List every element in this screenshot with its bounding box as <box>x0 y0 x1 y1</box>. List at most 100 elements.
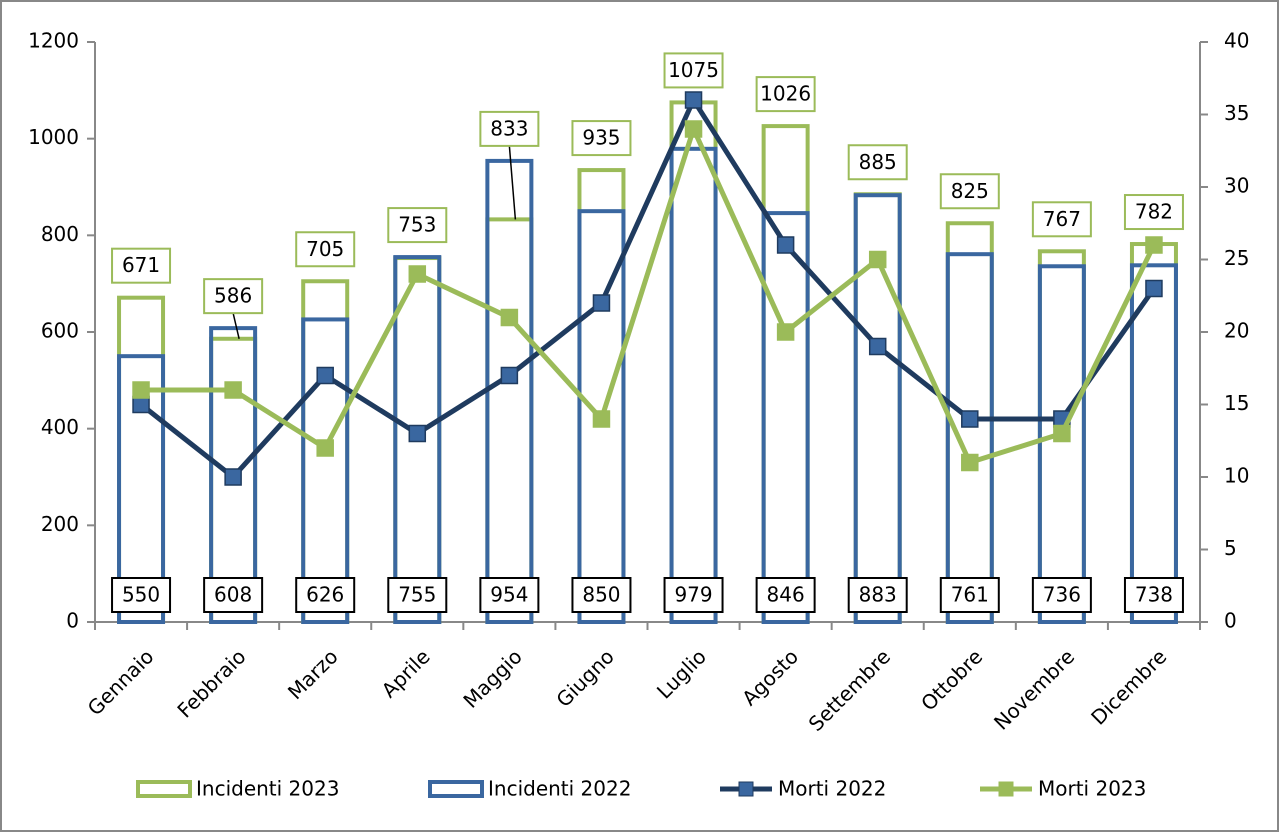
data-label-box <box>387 577 448 613</box>
marker <box>684 91 703 109</box>
data-label-box <box>939 173 1000 210</box>
y-tick-label: 800 <box>41 222 79 246</box>
y2-tick-label: 20 <box>1224 319 1249 343</box>
y-tick-label: 400 <box>41 415 79 439</box>
data-label-box <box>1031 201 1092 238</box>
data-label: 954 <box>490 583 528 607</box>
data-label: 935 <box>582 126 620 150</box>
data-label: 885 <box>859 150 897 174</box>
y2-tick-label: 5 <box>1224 536 1237 560</box>
bar <box>1129 263 1178 624</box>
bar <box>853 193 902 624</box>
line <box>141 122 1157 466</box>
bar <box>393 255 442 624</box>
marker <box>776 236 795 254</box>
legend-swatch <box>428 780 484 798</box>
marker <box>868 337 887 356</box>
data-label: 608 <box>214 583 252 607</box>
data-label: 626 <box>306 583 344 607</box>
data-label: 671 <box>122 253 160 277</box>
marker <box>408 424 427 443</box>
data-label: 846 <box>767 583 805 607</box>
bar <box>945 252 994 625</box>
y2-tick-label: 0 <box>1224 609 1237 633</box>
data-label-box <box>203 577 264 613</box>
marker <box>500 366 519 385</box>
y2-tick-label: 15 <box>1224 391 1249 415</box>
data-label: 833 <box>490 116 528 140</box>
marker <box>1145 279 1163 298</box>
marker <box>961 453 979 472</box>
data-label-box <box>571 577 632 613</box>
leader-line <box>508 145 517 220</box>
leader-line <box>232 312 240 339</box>
y2-tick-label: 40 <box>1224 29 1249 53</box>
data-label: 1075 <box>668 58 719 82</box>
data-label: 825 <box>951 179 989 203</box>
data-label-box <box>571 120 632 157</box>
bar <box>209 326 258 624</box>
data-label: 782 <box>1135 200 1173 224</box>
data-label-box <box>847 144 908 181</box>
legend-swatch <box>136 780 192 798</box>
y-tick-label: 1000 <box>28 125 79 149</box>
data-label-box <box>663 52 724 89</box>
y2-tick-label: 10 <box>1224 464 1249 488</box>
y2-tick-label: 25 <box>1224 246 1249 270</box>
data-label: 1026 <box>760 82 811 106</box>
data-label: 738 <box>1135 583 1173 607</box>
data-label-box <box>203 278 264 315</box>
data-label-box <box>663 577 724 613</box>
data-label: 767 <box>1043 207 1081 231</box>
marker <box>316 366 334 385</box>
data-label-box <box>1031 577 1092 613</box>
y2-tick-label: 35 <box>1224 101 1249 125</box>
data-label-box <box>111 577 172 613</box>
bar <box>577 209 626 625</box>
legend-label: Incidenti 2022 <box>488 777 631 801</box>
data-label-box <box>1123 194 1184 231</box>
y-tick-label: 0 <box>66 609 79 633</box>
bar <box>1037 264 1086 624</box>
marker <box>408 265 427 283</box>
data-label: 586 <box>214 284 252 308</box>
data-label-box <box>479 110 540 147</box>
marker <box>684 120 703 138</box>
data-label-box <box>295 231 356 268</box>
data-label: 979 <box>674 583 712 607</box>
legend-marker <box>998 781 1014 797</box>
data-label-box <box>939 577 1000 613</box>
y2-tick-label: 30 <box>1224 174 1249 198</box>
data-label-box <box>847 577 908 613</box>
y-tick-label: 1200 <box>28 29 79 53</box>
data-label-box <box>111 247 172 284</box>
y-tick-label: 200 <box>41 512 79 536</box>
legend-marker <box>738 781 754 797</box>
marker <box>224 468 242 486</box>
data-label: 753 <box>398 213 436 237</box>
marker <box>500 308 519 327</box>
marker <box>224 381 242 399</box>
marker <box>316 439 334 457</box>
legend-label: Morti 2022 <box>778 777 886 801</box>
bar <box>669 146 718 624</box>
data-label: 705 <box>306 237 344 261</box>
marker <box>132 381 150 399</box>
y-tick-label: 600 <box>41 319 79 343</box>
bar <box>761 211 810 624</box>
line <box>139 94 1157 481</box>
legend-label: Incidenti 2023 <box>196 777 339 801</box>
data-label-box <box>755 577 816 613</box>
marker <box>132 395 150 414</box>
legend-label: Morti 2023 <box>1038 777 1146 801</box>
data-label-box <box>387 207 448 244</box>
data-label: 850 <box>582 583 620 607</box>
marker <box>1145 236 1163 254</box>
data-label-box <box>479 577 540 613</box>
data-label: 883 <box>859 583 897 607</box>
marker <box>592 410 611 428</box>
marker <box>592 294 611 312</box>
data-label-box <box>755 76 816 113</box>
marker <box>776 323 795 341</box>
